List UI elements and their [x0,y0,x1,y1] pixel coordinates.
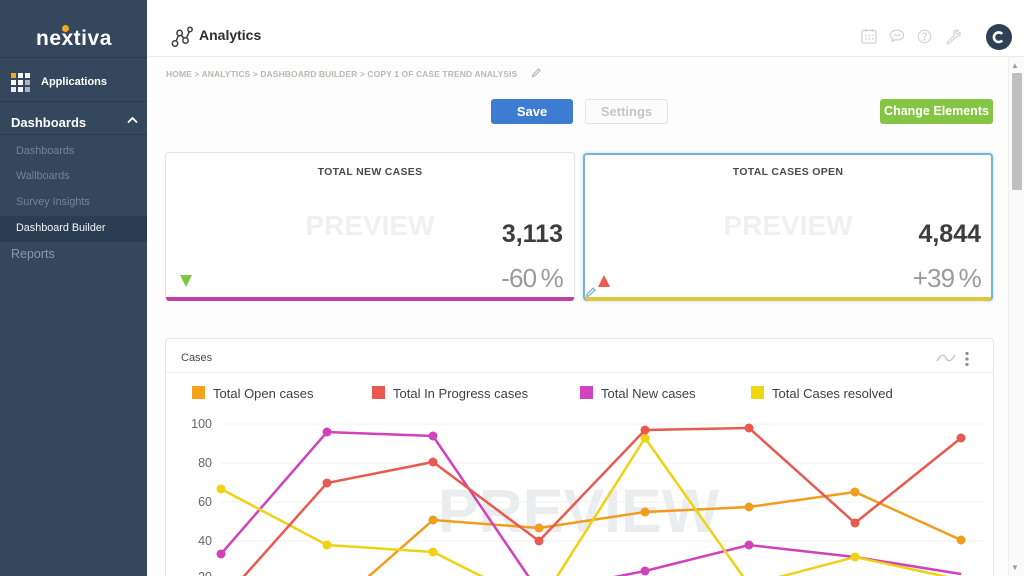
svg-text:100: 100 [191,417,212,431]
svg-text:80: 80 [198,456,212,470]
svg-text:20: 20 [198,570,212,576]
svg-text:40: 40 [198,534,212,548]
svg-text:60: 60 [198,495,212,509]
